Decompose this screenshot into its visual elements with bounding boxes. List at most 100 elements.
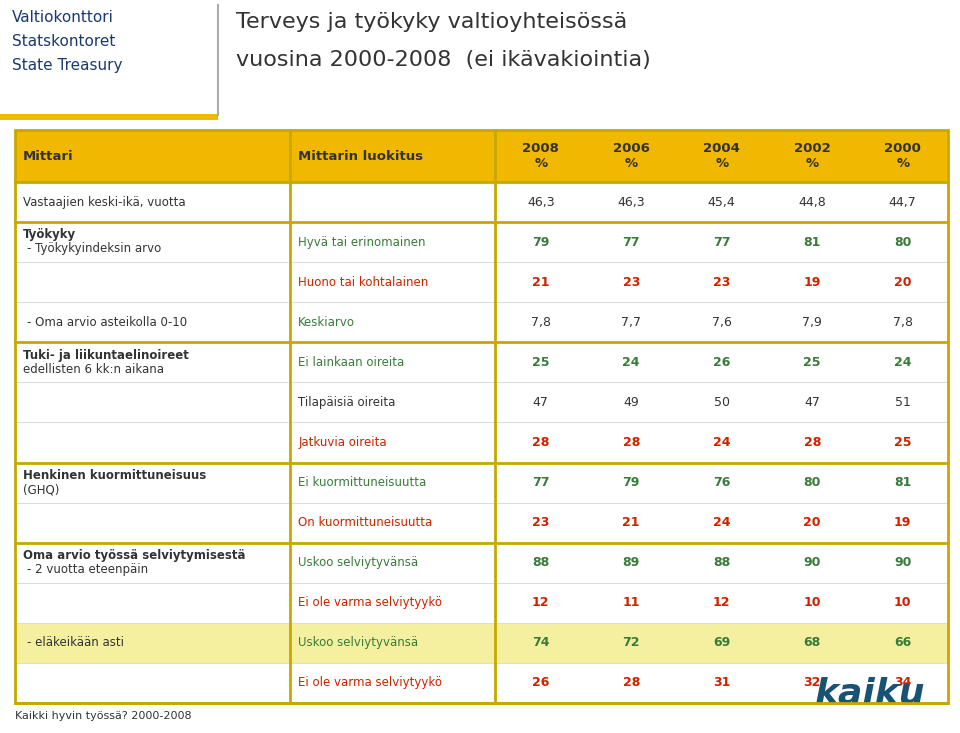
Text: 34: 34 <box>894 677 911 690</box>
Text: 2000
%: 2000 % <box>884 142 922 170</box>
Text: 12: 12 <box>532 597 549 609</box>
Text: 28: 28 <box>622 436 640 449</box>
Text: 28: 28 <box>532 436 549 449</box>
Text: - eläkeikään asti: - eläkeikään asti <box>27 636 124 649</box>
Text: Statskontoret: Statskontoret <box>12 34 115 49</box>
Text: Ei ole varma selviytyykö: Ei ole varma selviytyykö <box>299 677 443 690</box>
Text: vuosina 2000-2008  (ei ikävakiointia): vuosina 2000-2008 (ei ikävakiointia) <box>236 50 651 70</box>
Bar <box>15 623 948 663</box>
Text: Valtiokonttori: Valtiokonttori <box>12 10 114 25</box>
Text: 69: 69 <box>713 636 731 649</box>
Text: 23: 23 <box>713 276 731 289</box>
Text: 88: 88 <box>532 556 549 570</box>
Text: 21: 21 <box>532 276 549 289</box>
Text: 51: 51 <box>895 396 911 409</box>
Text: 32: 32 <box>804 677 821 690</box>
Text: Terveys ja työkyky valtioyhteisössä: Terveys ja työkyky valtioyhteisössä <box>236 12 627 32</box>
Text: 77: 77 <box>713 235 731 248</box>
Text: 31: 31 <box>713 677 731 690</box>
Text: 7,6: 7,6 <box>711 316 732 329</box>
Text: Hyvä tai erinomainen: Hyvä tai erinomainen <box>299 235 425 248</box>
Text: On kuormittuneisuutta: On kuormittuneisuutta <box>299 516 433 529</box>
Text: 10: 10 <box>894 597 911 609</box>
Text: 77: 77 <box>532 476 549 489</box>
Text: Ei ole varma selviytyykö: Ei ole varma selviytyykö <box>299 597 443 609</box>
Text: 20: 20 <box>894 276 911 289</box>
Text: 7,8: 7,8 <box>893 316 913 329</box>
Text: Vastaajien keski-ikä, vuotta: Vastaajien keski-ikä, vuotta <box>23 196 185 208</box>
Text: Ei kuormittuneisuutta: Ei kuormittuneisuutta <box>299 476 426 489</box>
Text: 25: 25 <box>894 436 911 449</box>
Text: Henkinen kuormittuneisuus: Henkinen kuormittuneisuus <box>23 469 206 482</box>
Text: 12: 12 <box>713 597 731 609</box>
Text: 89: 89 <box>623 556 640 570</box>
Text: 88: 88 <box>713 556 731 570</box>
Bar <box>0 114 218 120</box>
Text: 81: 81 <box>894 476 911 489</box>
Text: 74: 74 <box>532 636 549 649</box>
Text: 68: 68 <box>804 636 821 649</box>
Text: 25: 25 <box>804 356 821 369</box>
Text: 90: 90 <box>894 556 911 570</box>
Text: 80: 80 <box>894 235 911 248</box>
Text: 46,3: 46,3 <box>617 196 645 208</box>
Text: Oma arvio työssä selviytymisestä: Oma arvio työssä selviytymisestä <box>23 549 246 562</box>
Text: 47: 47 <box>804 396 820 409</box>
Text: 19: 19 <box>894 516 911 529</box>
Text: 11: 11 <box>622 597 640 609</box>
Text: 2002
%: 2002 % <box>794 142 830 170</box>
Text: 24: 24 <box>713 516 731 529</box>
Text: 79: 79 <box>532 235 549 248</box>
Text: 28: 28 <box>804 436 821 449</box>
Text: 19: 19 <box>804 276 821 289</box>
Text: 66: 66 <box>894 636 911 649</box>
Text: 2008
%: 2008 % <box>522 142 559 170</box>
Text: 90: 90 <box>804 556 821 570</box>
Text: 21: 21 <box>622 516 640 529</box>
Text: 24: 24 <box>622 356 640 369</box>
Text: Ei lainkaan oireita: Ei lainkaan oireita <box>299 356 404 369</box>
Text: Keskiarvo: Keskiarvo <box>299 316 355 329</box>
Text: 26: 26 <box>713 356 731 369</box>
Text: - 2 vuotta eteenpäin: - 2 vuotta eteenpäin <box>27 564 148 576</box>
Text: 72: 72 <box>622 636 640 649</box>
Text: Uskoo selviytyvänsä: Uskoo selviytyvänsä <box>299 556 419 570</box>
Text: 44,7: 44,7 <box>889 196 917 208</box>
Text: 23: 23 <box>622 276 640 289</box>
Text: 76: 76 <box>713 476 731 489</box>
Text: 47: 47 <box>533 396 549 409</box>
Text: 2004
%: 2004 % <box>704 142 740 170</box>
Text: Huono tai kohtalainen: Huono tai kohtalainen <box>299 276 428 289</box>
Text: 81: 81 <box>804 235 821 248</box>
Text: Mittari: Mittari <box>23 150 74 163</box>
Text: 25: 25 <box>532 356 549 369</box>
Text: Tilapäisiä oireita: Tilapäisiä oireita <box>299 396 396 409</box>
Text: 44,8: 44,8 <box>799 196 827 208</box>
Text: 50: 50 <box>713 396 730 409</box>
Text: 2006
%: 2006 % <box>612 142 650 170</box>
Text: - Työkykyindeksin arvo: - Työkykyindeksin arvo <box>27 242 161 254</box>
Text: Mittarin luokitus: Mittarin luokitus <box>299 150 423 163</box>
Text: 10: 10 <box>804 597 821 609</box>
Text: 79: 79 <box>622 476 640 489</box>
Text: 49: 49 <box>623 396 639 409</box>
Text: 7,7: 7,7 <box>621 316 641 329</box>
Bar <box>15 130 948 703</box>
Text: 7,8: 7,8 <box>531 316 551 329</box>
Bar <box>15 130 948 182</box>
Text: 28: 28 <box>622 677 640 690</box>
Text: kaiku: kaiku <box>815 677 925 711</box>
Text: edellisten 6 kk:n aikana: edellisten 6 kk:n aikana <box>23 363 164 376</box>
Text: 80: 80 <box>804 476 821 489</box>
Text: 45,4: 45,4 <box>708 196 735 208</box>
Text: 24: 24 <box>713 436 731 449</box>
Text: Uskoo selviytyvänsä: Uskoo selviytyvänsä <box>299 636 419 649</box>
Text: Työkyky: Työkyky <box>23 229 76 241</box>
Text: 7,9: 7,9 <box>803 316 822 329</box>
Text: 20: 20 <box>804 516 821 529</box>
Text: - Oma arvio asteikolla 0-10: - Oma arvio asteikolla 0-10 <box>27 316 187 329</box>
Text: (GHQ): (GHQ) <box>23 483 60 496</box>
Text: State Treasury: State Treasury <box>12 58 123 73</box>
Text: 23: 23 <box>532 516 549 529</box>
Text: 26: 26 <box>532 677 549 690</box>
